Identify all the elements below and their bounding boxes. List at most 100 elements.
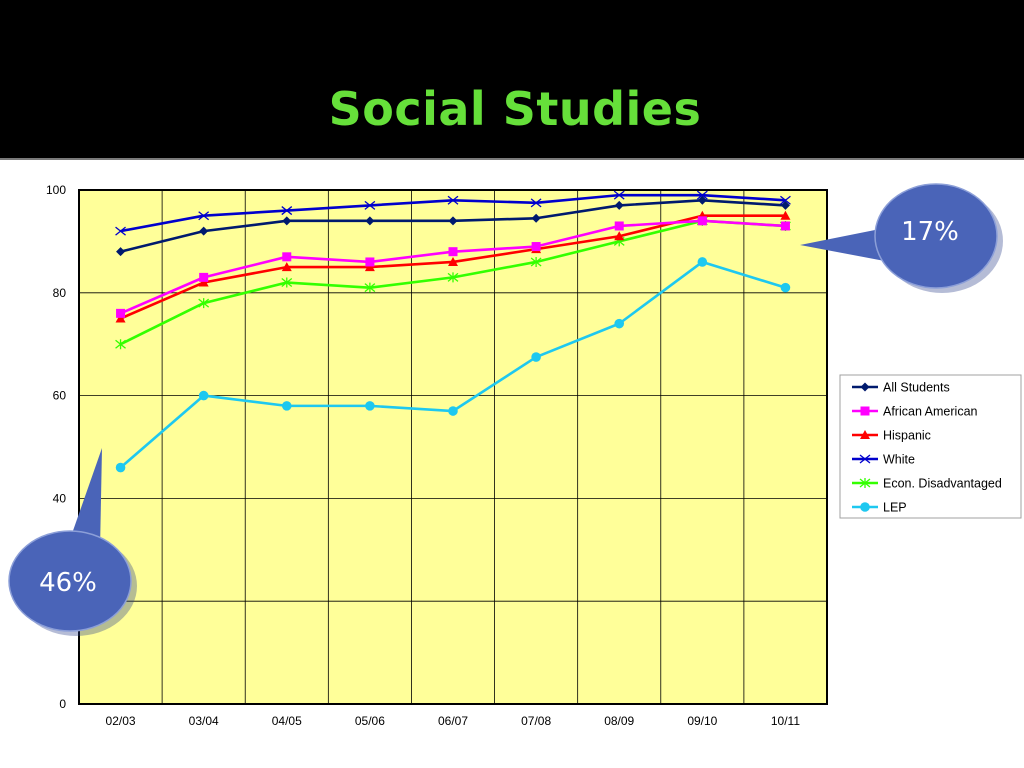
data-point (860, 382, 870, 392)
legend-label: LEP (883, 501, 907, 515)
legend-item: White (852, 453, 915, 467)
legend-label: White (883, 453, 915, 467)
x-tick-label: 04/05 (272, 714, 302, 728)
data-point (448, 247, 458, 257)
callout-17-bubble (874, 183, 998, 289)
data-point (859, 478, 871, 488)
data-point (697, 216, 707, 226)
data-point (531, 242, 541, 252)
data-point (281, 401, 292, 411)
x-tick-label: 02/03 (106, 714, 136, 728)
callout-17-label: 17% (901, 217, 959, 247)
data-point (364, 262, 375, 272)
data-point (198, 390, 209, 401)
legend: All Students African American Hispanic Whit… (839, 374, 1022, 519)
x-tick-label: 09/10 (687, 714, 717, 728)
data-point (281, 277, 293, 288)
data-point (198, 277, 209, 287)
data-point (199, 272, 209, 282)
data-point (531, 352, 541, 362)
y-tick-label: 0 (59, 697, 66, 711)
data-point (448, 406, 458, 416)
legend-label: African American (883, 405, 978, 419)
data-point (198, 298, 210, 309)
data-point (780, 195, 791, 205)
x-tick-label: 06/07 (438, 714, 468, 728)
x-tick-label: 03/04 (189, 714, 219, 728)
data-point (780, 210, 791, 220)
data-point (282, 252, 292, 262)
data-point (447, 272, 459, 283)
data-point (530, 256, 542, 267)
y-tick-label: 100 (46, 183, 66, 197)
data-point (613, 190, 625, 200)
legend-label: Econ. Disadvantaged (883, 477, 1002, 491)
callout-46: 46% (8, 448, 137, 636)
data-point (697, 195, 707, 205)
data-point (697, 257, 708, 267)
data-point (448, 256, 458, 266)
y-tick-label: 40 (53, 491, 67, 505)
x-tick-label: 08/09 (604, 714, 634, 728)
data-point (614, 200, 624, 210)
data-point (447, 195, 459, 205)
data-point (780, 282, 791, 293)
series-lines (115, 190, 791, 473)
y-tick-label: 60 (53, 389, 67, 403)
callout-46-bubble (8, 530, 132, 632)
data-point (116, 308, 126, 318)
legend-label: Hispanic (883, 429, 931, 443)
legend-item: Hispanic (852, 429, 931, 443)
title-bar (0, 0, 1024, 160)
legend-item: LEP (852, 501, 907, 515)
data-point (115, 226, 126, 236)
data-point (282, 216, 292, 226)
data-point (614, 231, 625, 241)
legend-item: Econ. Disadvantaged (852, 477, 1002, 491)
series-all-students (116, 195, 790, 257)
legend-item: African American (852, 405, 978, 419)
data-point (614, 221, 624, 231)
axis-labels: 0 40 60 80 100 02/03 03/04 04/05 05/06 06/07 07/08… (46, 183, 800, 728)
data-point (364, 282, 376, 293)
x-tick-label: 05/06 (355, 714, 385, 728)
data-point (365, 257, 375, 267)
data-point (780, 221, 790, 231)
data-point (860, 502, 870, 512)
series-lep (115, 257, 791, 473)
data-point (448, 216, 458, 226)
data-point (531, 213, 541, 223)
data-point (859, 454, 871, 464)
data-point (115, 313, 126, 323)
y-tick-label: 80 (53, 286, 67, 300)
series-african-american (116, 216, 790, 318)
legend-box (839, 374, 1022, 519)
data-point (115, 339, 126, 350)
legend-label: All Students (883, 381, 950, 395)
data-point (696, 190, 708, 200)
callout-46-label: 46% (39, 568, 97, 598)
data-point (281, 206, 293, 216)
data-point (115, 462, 126, 473)
data-point (281, 262, 292, 272)
callout-17-pointer (800, 228, 890, 262)
data-point (860, 406, 870, 416)
x-tick-label: 10/11 (771, 714, 800, 728)
legend-item: All Students (852, 381, 950, 395)
data-point (530, 198, 542, 208)
data-point (614, 318, 625, 329)
data-point (364, 200, 376, 210)
data-point (198, 211, 210, 221)
data-point (116, 247, 126, 257)
x-tick-label: 07/08 (521, 714, 551, 728)
callout-46-pointer (68, 448, 102, 550)
callout-17: 17% (800, 183, 1003, 293)
data-point (199, 226, 209, 236)
data-point (860, 430, 870, 439)
series-white (115, 190, 791, 236)
data-point (365, 401, 375, 411)
data-point (780, 200, 790, 210)
data-point (365, 216, 375, 226)
page-title: Social Studies (328, 82, 702, 136)
